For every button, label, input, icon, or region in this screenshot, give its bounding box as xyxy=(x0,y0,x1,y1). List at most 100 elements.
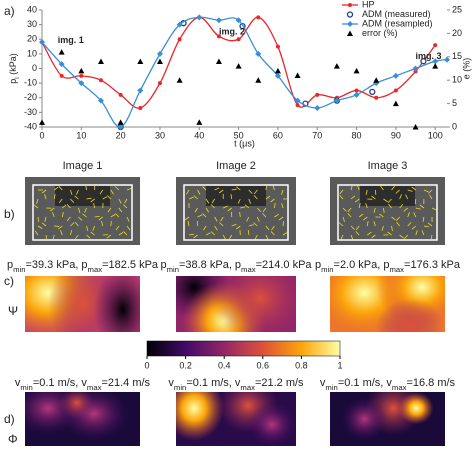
pressure-range-part: max xyxy=(241,265,256,274)
point xyxy=(235,63,242,69)
point xyxy=(156,58,163,64)
image-title: Image 2 xyxy=(216,160,256,172)
point xyxy=(39,119,45,125)
flow-arrow xyxy=(415,207,421,210)
flow-arrow xyxy=(58,225,63,230)
flow-arrow xyxy=(231,188,237,191)
point xyxy=(393,88,398,93)
flow-arrow xyxy=(388,203,392,209)
flow-arrow xyxy=(214,187,220,191)
flow-arrow xyxy=(366,221,369,227)
photo-dark xyxy=(206,186,266,206)
y-tick-label: -40 xyxy=(24,121,37,131)
photo-frame xyxy=(32,184,133,241)
flow-arrow xyxy=(74,221,79,227)
flow-arrow xyxy=(214,225,218,231)
point xyxy=(236,37,241,42)
flow-arrow xyxy=(33,204,39,209)
flow-arrow xyxy=(272,185,275,191)
x-tick-label: 60 xyxy=(273,130,283,140)
flow-arrow xyxy=(256,216,260,222)
flow-arrow xyxy=(342,216,345,222)
pressure-range-part: =176.3 kPa xyxy=(404,259,461,271)
series-line xyxy=(41,16,448,128)
flow-arrow xyxy=(53,186,59,191)
point xyxy=(97,58,104,64)
point xyxy=(118,92,123,97)
flow-arrow xyxy=(411,186,417,191)
point xyxy=(215,58,222,64)
flow-arrow xyxy=(52,212,55,218)
velocity-range-part: =0.1 m/s, v xyxy=(33,377,88,389)
flow-arrow xyxy=(265,234,269,240)
heatmap xyxy=(25,276,140,332)
flow-arrow xyxy=(248,198,251,204)
colorbar-tick-label: 0.6 xyxy=(257,360,270,370)
pressure-range-part: =182.5 kPa xyxy=(102,259,159,271)
y2-tick-label: 25 xyxy=(452,4,462,14)
x-tick-label: 100 xyxy=(428,130,443,140)
panel-label: a) xyxy=(4,4,15,18)
flow-arrow xyxy=(227,207,232,212)
pressure-range-part: =2.0 kPa, p xyxy=(334,259,390,271)
flow-arrow xyxy=(70,198,75,203)
flow-arrow xyxy=(123,231,128,236)
flow-arrow xyxy=(194,207,198,213)
flow-arrow xyxy=(338,222,344,227)
flow-arrow xyxy=(101,221,104,227)
point xyxy=(432,63,439,69)
flow-arrow xyxy=(78,207,81,213)
y-tick-label: 0 xyxy=(32,63,37,73)
point xyxy=(58,61,65,68)
velocity-range-part: =21.2 m/s xyxy=(255,377,304,389)
flow-arrow xyxy=(44,216,47,222)
annotation: img. 1 xyxy=(58,35,84,45)
flow-arrow xyxy=(431,207,437,211)
x-tick-label: 80 xyxy=(352,130,362,140)
heatmap-blob xyxy=(399,392,434,425)
flow-arrow xyxy=(271,225,275,231)
point xyxy=(78,80,85,87)
flow-arrow xyxy=(339,189,344,195)
flow-arrow xyxy=(186,189,190,195)
heatmap-blob xyxy=(341,397,388,441)
point xyxy=(348,3,352,7)
flow-arrow xyxy=(371,234,376,239)
flow-arrow xyxy=(274,202,276,209)
flow-arrow xyxy=(107,207,112,213)
flow-arrow xyxy=(265,185,268,191)
point xyxy=(274,72,281,79)
point xyxy=(196,14,203,21)
flow-arrow xyxy=(210,204,215,209)
y2-axis-label: e (%) xyxy=(461,58,471,80)
flow-arrow xyxy=(219,222,224,227)
flow-arrow xyxy=(202,213,207,218)
velocity-range: vmin=0.1 m/s, vmax=21.2 m/s xyxy=(168,377,304,392)
velocity-range-part: v xyxy=(320,377,326,389)
pressure-range: pmin=2.0 kPa, pmax=176.3 kPa xyxy=(315,259,461,274)
point xyxy=(374,95,379,100)
velocity-range-part: max xyxy=(240,383,255,392)
point xyxy=(255,50,262,57)
velocity-range-part: v xyxy=(168,377,174,389)
flow-arrow xyxy=(58,198,63,204)
flow-arrow xyxy=(118,232,124,236)
point xyxy=(294,97,301,104)
flow-arrow xyxy=(430,234,433,240)
velocity-range-part: =0.1 m/s, v xyxy=(186,377,241,389)
flow-arrow xyxy=(274,213,279,218)
flow-arrow xyxy=(407,189,413,192)
flow-arrow xyxy=(122,204,128,209)
flow-arrow xyxy=(231,223,237,227)
photo-frame xyxy=(337,184,438,241)
y2-tick-label: 0 xyxy=(452,121,457,131)
flow-arrow xyxy=(396,221,400,227)
flow-arrow xyxy=(85,185,87,191)
velocity-range-part: max xyxy=(87,383,102,392)
point xyxy=(78,67,85,74)
heatmap-blob xyxy=(94,276,140,332)
y2-tick-label: 20 xyxy=(452,28,462,38)
flow-arrow xyxy=(211,198,215,204)
flow-arrow xyxy=(202,186,207,191)
legend-label: error (%) xyxy=(362,28,398,38)
